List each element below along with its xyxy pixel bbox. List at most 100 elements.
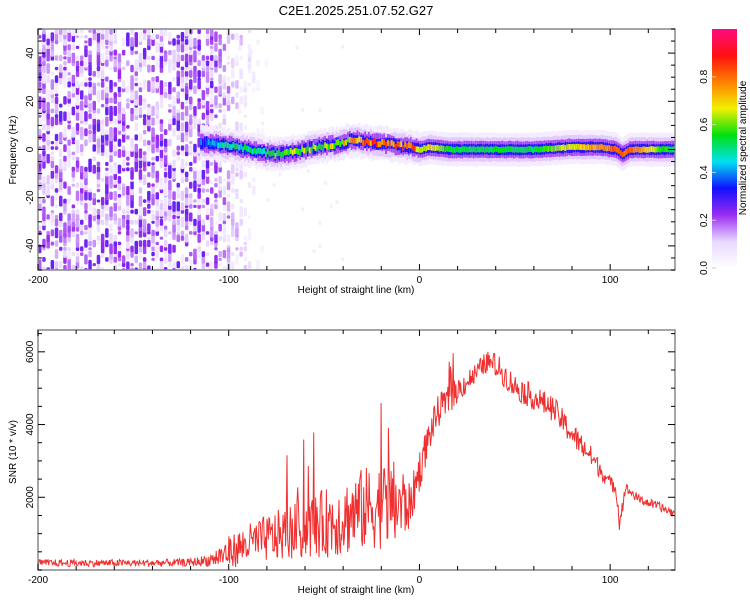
heatmap-cell [434, 145, 437, 151]
heatmap-cell [75, 233, 80, 243]
heatmap-cell [38, 129, 42, 136]
heatmap-cell [151, 251, 155, 257]
heatmap-cell [197, 208, 201, 216]
heatmap-cell [231, 81, 235, 88]
heatmap-cell [105, 106, 109, 116]
heatmap-cell [654, 146, 657, 153]
heatmap-cell [126, 185, 130, 196]
heatmap-cell [159, 119, 164, 124]
heatmap-cell [235, 102, 239, 110]
heatmap-cell [375, 141, 378, 147]
heatmap-cell [522, 147, 525, 153]
heatmap-cell [109, 66, 113, 71]
heatmap-cell [134, 240, 138, 247]
heatmap-cell [142, 124, 147, 130]
heatmap-cell [210, 203, 214, 209]
heatmap-cell [142, 114, 147, 119]
heatmap-cell [249, 50, 253, 55]
heatmap-cell [261, 148, 264, 155]
heatmap-cell [88, 247, 92, 251]
heatmap-cell [210, 70, 214, 78]
heatmap-cell [222, 197, 227, 206]
heatmap-cell [50, 241, 55, 246]
heatmap-cell [121, 209, 126, 215]
heatmap-cell [113, 56, 117, 60]
heatmap-cell [147, 265, 151, 270]
heatmap-cell [631, 146, 634, 153]
heatmap-cell [398, 141, 401, 148]
heatmap-cell [88, 64, 92, 73]
heatmap-cell [197, 29, 201, 34]
heatmap-cell [252, 71, 256, 77]
heatmap-cell [92, 239, 96, 248]
heatmap-cell [239, 169, 243, 180]
heatmap-cell [46, 113, 50, 120]
colorbar-ticks: 0.0 0.2 0.4 0.6 0.8 [699, 69, 716, 275]
heatmap-cell [121, 132, 126, 143]
heatmap-cell [235, 222, 239, 233]
heatmap-cell [67, 48, 71, 58]
heatmap-cell [306, 145, 310, 152]
heatmap-cell [75, 35, 80, 39]
heatmap-cell [59, 29, 63, 35]
heatmap-cell [71, 252, 76, 257]
heatmap-cell [280, 152, 283, 158]
heatmap-cell [189, 231, 193, 235]
heatmap-cell [251, 148, 254, 155]
heatmap-cell [243, 246, 248, 252]
heatmap-cell [215, 201, 219, 206]
heatmap-cell [231, 96, 235, 105]
heatmap-cell [80, 111, 84, 122]
heatmap-cell [244, 257, 247, 261]
heatmap-cell [222, 43, 227, 51]
heatmap-cell [147, 172, 151, 178]
heatmap-cell [54, 55, 59, 61]
heatmap-cell [168, 196, 172, 206]
heatmap-cell [138, 95, 143, 106]
heatmap-cell [176, 145, 180, 151]
heatmap-cell [189, 60, 193, 66]
heatmap-cell [282, 151, 285, 157]
heatmap-cell [306, 169, 310, 173]
heatmap-cell [486, 146, 489, 153]
heatmap-cell [92, 156, 96, 162]
heatmap-cell [54, 86, 59, 93]
heatmap-cell [50, 141, 55, 145]
heatmap-cell [163, 81, 168, 87]
heatmap-cell [46, 185, 50, 196]
heatmap-cell [130, 263, 134, 267]
heatmap-cell [184, 53, 189, 63]
heatmap-cell [197, 170, 201, 179]
heatmap-cell [151, 193, 155, 198]
heatmap-cell [205, 188, 210, 193]
heatmap-cell [163, 88, 168, 92]
heatmap-cell [88, 101, 92, 110]
heatmap-cell [105, 228, 109, 238]
heatmap-cell [71, 85, 76, 94]
heatmap-cell [205, 214, 210, 220]
heatmap-cell [514, 146, 517, 153]
heatmap-cell [221, 82, 225, 86]
heatmap-cell [50, 32, 55, 42]
heatmap-cell [558, 144, 561, 151]
heatmap-cell [109, 154, 113, 163]
heatmap-cell [159, 29, 164, 37]
heatmap-cell [109, 32, 113, 42]
heatmap-cell [430, 144, 434, 151]
heatmap-cell [176, 111, 180, 121]
heatmap-cell [147, 209, 151, 214]
heatmap-cell [226, 234, 231, 243]
heatmap-cell [71, 209, 76, 214]
heatmap-cell [63, 246, 67, 251]
heatmap-cell [232, 142, 235, 148]
heatmap-cell [184, 257, 189, 262]
x-tick-label: -200 [28, 575, 48, 586]
heatmap-cell [537, 146, 540, 153]
heatmap-cell [189, 259, 193, 270]
heatmap-cell [155, 176, 159, 183]
heatmap-cell [50, 71, 55, 77]
heatmap-cell [243, 241, 248, 246]
heatmap-cell [568, 144, 571, 150]
heatmap-cell [189, 124, 193, 130]
heatmap-cell [193, 248, 197, 260]
